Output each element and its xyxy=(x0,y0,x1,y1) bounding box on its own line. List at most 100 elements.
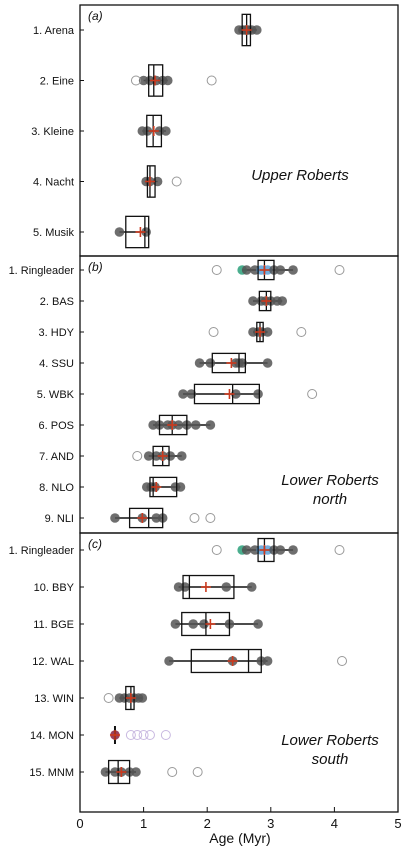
sample-5-wbk: 5. WBK xyxy=(37,383,318,405)
data-point xyxy=(162,75,173,86)
x-tick-label: 1 xyxy=(140,816,147,831)
y-tick-label: 5. WBK xyxy=(37,389,75,401)
data-point xyxy=(241,545,252,555)
sample-5-musik: 5. Musik xyxy=(33,215,151,249)
data-point xyxy=(178,389,188,399)
data-point xyxy=(288,545,298,555)
outlier-point xyxy=(337,656,348,666)
outlier-point xyxy=(130,75,141,86)
sample-1-ringleader: 1. Ringleader xyxy=(9,537,345,563)
panel-annotation: Lower Roberts xyxy=(281,732,379,749)
sample-10-bby: 10. BBY xyxy=(34,574,257,600)
outlier-point xyxy=(167,767,178,777)
data-point xyxy=(175,482,186,492)
y-tick-label: 13. WIN xyxy=(34,693,74,705)
x-tick-label: 4 xyxy=(331,816,338,831)
x-axis-title: Age (Myr) xyxy=(209,830,270,846)
outlier-point xyxy=(125,730,136,740)
outlier-point xyxy=(208,327,219,337)
y-tick-label: 11. BGE xyxy=(33,619,74,631)
sample-4-nacht: 4. Nacht xyxy=(33,165,182,198)
outlier-point xyxy=(296,327,307,337)
x-axis: 0 1 2 3 4 5 xyxy=(76,807,402,831)
y-tick-label: 2. Eine xyxy=(40,76,74,88)
y-tick-label: 9. NLI xyxy=(45,513,74,525)
box xyxy=(149,476,178,498)
outlier-point xyxy=(132,451,143,461)
sample-3-kleine: 3. Kleine xyxy=(31,114,171,148)
data-point xyxy=(221,582,232,592)
sample-9-nli: 9. NLI xyxy=(45,507,216,529)
outlier-point xyxy=(171,176,182,187)
data-point xyxy=(190,420,201,430)
data-point xyxy=(173,420,184,430)
sample-8-nlo: 8. NLO xyxy=(39,476,186,498)
data-point xyxy=(252,25,262,35)
data-point xyxy=(176,451,187,461)
box xyxy=(257,537,275,563)
data-point xyxy=(114,227,125,237)
y-tick-label: 10. BBY xyxy=(34,582,75,594)
data-point xyxy=(100,767,111,777)
y-tick-label: 8. NLO xyxy=(39,482,74,494)
data-point xyxy=(131,767,141,777)
data-point xyxy=(253,389,263,399)
data-point xyxy=(262,327,273,337)
box xyxy=(146,114,163,148)
box xyxy=(190,648,262,674)
outlier-point xyxy=(144,730,155,740)
sample-3-hdy: 3. HDY xyxy=(39,321,307,343)
y-tick-label: 1. Ringleader xyxy=(9,545,75,557)
panel-frame xyxy=(79,4,399,257)
panel-annotation: Upper Roberts xyxy=(251,167,349,184)
data-point xyxy=(170,619,181,629)
y-tick-label: 1. Ringleader xyxy=(9,265,75,277)
outlier-point xyxy=(138,730,149,740)
sample-15-mnm: 15. MNM xyxy=(29,759,203,785)
data-point xyxy=(248,296,258,306)
sample-7-and: 7. AND xyxy=(39,445,187,467)
sample-1-ringleader: 1. Ringleader xyxy=(9,259,345,281)
panel-frame xyxy=(79,532,399,813)
y-tick-label: 14. MON xyxy=(30,730,74,742)
panel-annotation: Lower Roberts xyxy=(281,472,379,489)
x-tick-label: 3 xyxy=(267,816,274,831)
data-point xyxy=(110,513,120,523)
outlier-point xyxy=(211,545,222,555)
data-point xyxy=(231,389,241,399)
sample-4-ssu: 4. SSU xyxy=(39,352,273,374)
data-point xyxy=(205,358,216,368)
outlier-point xyxy=(160,730,171,740)
outlier-point xyxy=(211,265,222,275)
panel-label: (c) xyxy=(88,537,102,551)
sample-14-mon: 14. MON xyxy=(30,726,171,744)
box xyxy=(125,215,150,249)
sample-12-wal: 12. WAL xyxy=(32,648,348,674)
data-point xyxy=(194,358,205,368)
x-tick-label: 2 xyxy=(204,816,211,831)
box xyxy=(158,414,188,436)
data-point xyxy=(205,420,216,430)
x-tick-label: 0 xyxy=(76,816,83,831)
y-tick-label: 12. WAL xyxy=(32,656,74,668)
data-point xyxy=(180,582,190,592)
data-point xyxy=(143,451,154,461)
y-tick-label: 3. Kleine xyxy=(31,126,74,138)
panel-annotation: south xyxy=(312,751,349,768)
panel-annotation: north xyxy=(313,491,347,508)
data-point xyxy=(253,619,263,629)
box xyxy=(128,507,164,529)
outlier-point xyxy=(103,693,114,703)
data-point xyxy=(186,389,197,399)
data-point xyxy=(275,265,286,275)
sample-11-bge: 11. BGE xyxy=(33,611,263,637)
data-point xyxy=(275,545,286,555)
panel-label: (b) xyxy=(88,260,103,274)
outlier-point xyxy=(334,545,345,555)
sample-6-pos: 6. POS xyxy=(39,414,216,436)
box xyxy=(211,352,247,374)
y-tick-label: 2. BAS xyxy=(40,296,74,308)
box xyxy=(107,759,131,785)
y-tick-label: 5. Musik xyxy=(33,227,74,239)
panel-label: (a) xyxy=(88,9,103,23)
